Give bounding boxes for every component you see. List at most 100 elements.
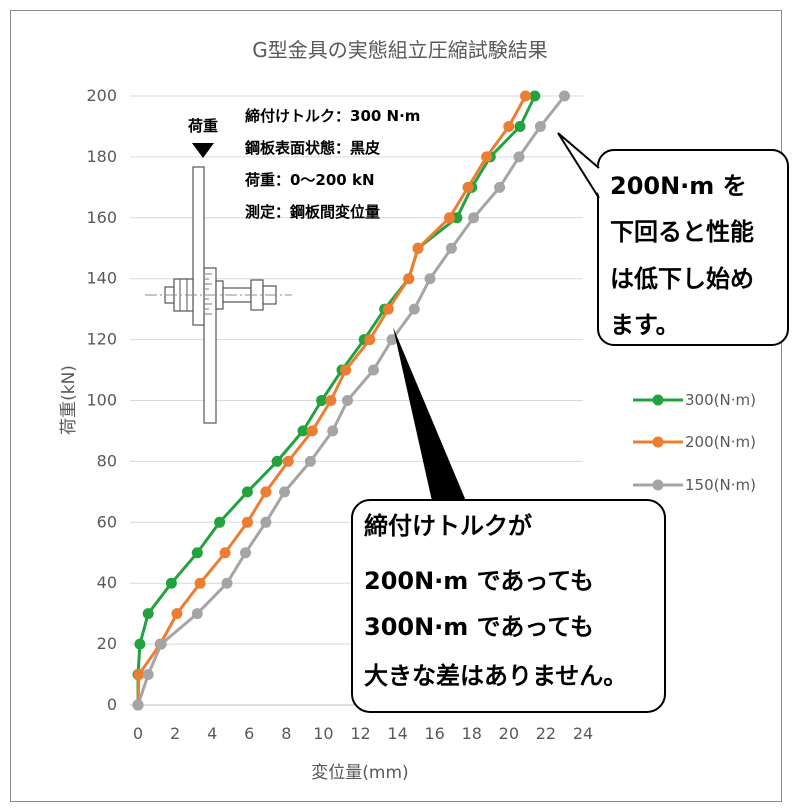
y-tick-label: 60 bbox=[97, 512, 117, 531]
legend-label: 200(N·m) bbox=[685, 433, 756, 451]
x-tick-label: 16 bbox=[424, 724, 444, 743]
x-tick-label: 24 bbox=[573, 724, 593, 743]
series-2-marker bbox=[282, 455, 294, 467]
series-2-marker bbox=[171, 608, 183, 620]
series-3-marker bbox=[304, 455, 316, 467]
y-tick-label: 120 bbox=[86, 330, 117, 349]
legend-item-2: 200(N·m) bbox=[633, 433, 756, 451]
series-3-marker bbox=[386, 334, 398, 346]
x-tick-label: 4 bbox=[207, 724, 217, 743]
condition-torque: 締付けトルク：300 N·m bbox=[245, 107, 420, 125]
x-tick-label: 10 bbox=[313, 724, 333, 743]
legend-marker bbox=[652, 436, 664, 448]
series-1-marker bbox=[142, 608, 154, 620]
x-tick-label: 8 bbox=[281, 724, 291, 743]
series-3-marker bbox=[221, 577, 233, 589]
callout-right-line: 200N·m を bbox=[610, 172, 747, 200]
x-tick-label: 14 bbox=[387, 724, 407, 743]
series-3-marker bbox=[342, 395, 353, 406]
diagram-plate-lower bbox=[203, 267, 217, 424]
diagram-scale bbox=[205, 273, 212, 315]
series-1-marker bbox=[134, 638, 146, 650]
series-2-marker bbox=[306, 425, 318, 437]
callout-right: 200N·m を 下回ると性能 は低下し始め ます。 bbox=[557, 132, 789, 346]
series-1-marker bbox=[191, 547, 203, 559]
chart-title: G型金具の実態組立圧縮試験結果 bbox=[252, 38, 548, 62]
series-2-marker bbox=[403, 273, 415, 285]
y-axis-label: 荷重(kN) bbox=[59, 365, 79, 435]
series-2-marker bbox=[260, 486, 272, 498]
legend: 300(N·m) 200(N·m) 150(N·m) bbox=[633, 391, 756, 494]
series-2-marker bbox=[325, 395, 337, 406]
y-tick-label: 80 bbox=[97, 451, 117, 470]
y-tick-label: 140 bbox=[86, 269, 117, 288]
callout-right-line: ます。 bbox=[610, 311, 680, 339]
callout-bottom-line: 200N·m であっても bbox=[364, 567, 594, 595]
y-tick-label: 40 bbox=[97, 573, 117, 592]
legend-item-3: 150(N·m) bbox=[633, 476, 756, 494]
legend-item-1: 300(N·m) bbox=[633, 391, 756, 409]
series-3-marker bbox=[559, 90, 570, 102]
series-2-marker bbox=[241, 516, 253, 528]
x-tick-label: 20 bbox=[499, 724, 519, 743]
series-3-marker bbox=[279, 486, 290, 498]
series-2-marker bbox=[412, 242, 424, 254]
series-3-marker bbox=[534, 121, 546, 132]
series-2-marker bbox=[462, 181, 474, 193]
series-2-marker bbox=[520, 90, 531, 102]
legend-label: 300(N·m) bbox=[685, 391, 756, 409]
callout-bottom-box bbox=[351, 499, 666, 713]
callout-bottom-line: 300N·m であっても bbox=[364, 613, 594, 641]
series-3-marker bbox=[408, 303, 420, 315]
y-tick-label: 100 bbox=[86, 391, 117, 410]
x-tick-label: 6 bbox=[244, 724, 254, 743]
series-layer bbox=[132, 90, 570, 711]
diagram-plate-upper bbox=[192, 166, 205, 326]
y-tick-label: 200 bbox=[86, 86, 117, 105]
series-2-marker bbox=[194, 577, 206, 589]
y-tick-label: 160 bbox=[86, 208, 117, 227]
series-1-marker bbox=[297, 425, 309, 437]
y-axis-ticks: 0 20 40 60 80 100 120 140 160 180 200 bbox=[86, 86, 117, 714]
condition-measurement: 測定：鋼板間変位量 bbox=[245, 203, 380, 221]
series-2-marker bbox=[382, 303, 394, 315]
series-1-marker bbox=[241, 486, 253, 498]
series-3-marker bbox=[191, 608, 203, 620]
callout-bottom-line: 大きな差はありません。 bbox=[364, 662, 627, 690]
series-1-marker bbox=[271, 455, 283, 467]
series-3-marker bbox=[260, 516, 272, 528]
series-3-marker bbox=[155, 638, 167, 650]
series-3 bbox=[132, 90, 570, 711]
series-1-marker bbox=[165, 577, 177, 589]
series-1-marker bbox=[316, 395, 328, 406]
legend-label: 150(N·m) bbox=[685, 476, 756, 494]
x-axis-ticks: 0 2 4 6 8 10 12 14 16 18 20 22 24 bbox=[133, 724, 593, 743]
series-3-marker bbox=[240, 547, 251, 559]
series-2-marker bbox=[364, 334, 376, 346]
x-axis-label: 変位量(mm) bbox=[311, 763, 408, 783]
series-1-marker bbox=[514, 121, 526, 132]
x-tick-label: 18 bbox=[462, 724, 482, 743]
series-3-marker bbox=[368, 364, 379, 376]
series-1-marker bbox=[529, 90, 541, 102]
series-3-marker bbox=[513, 151, 525, 163]
callout-right-box bbox=[597, 149, 789, 346]
series-2-marker bbox=[133, 669, 145, 680]
series-3-marker bbox=[445, 242, 457, 254]
series-1-marker bbox=[214, 516, 226, 528]
legend-marker bbox=[652, 394, 664, 406]
series-3-marker bbox=[494, 181, 506, 193]
series-2 bbox=[132, 90, 531, 711]
x-tick-label: 12 bbox=[350, 724, 370, 743]
callout-right-line: は低下し始め bbox=[610, 265, 754, 293]
test-conditions: 締付けトルク：300 N·m 鋼板表面状態：黒皮 荷重：0～200 kN 測定：… bbox=[244, 107, 420, 221]
y-tick-label: 0 bbox=[107, 695, 117, 714]
series-2-marker bbox=[219, 547, 231, 559]
callout-bottom-line: 締付けトルクが bbox=[364, 512, 532, 540]
x-tick-label: 0 bbox=[133, 724, 143, 743]
callout-bottom-tail bbox=[393, 327, 466, 501]
series-3-marker bbox=[327, 425, 339, 437]
series-2-marker bbox=[444, 212, 455, 224]
legend-marker bbox=[652, 479, 664, 491]
